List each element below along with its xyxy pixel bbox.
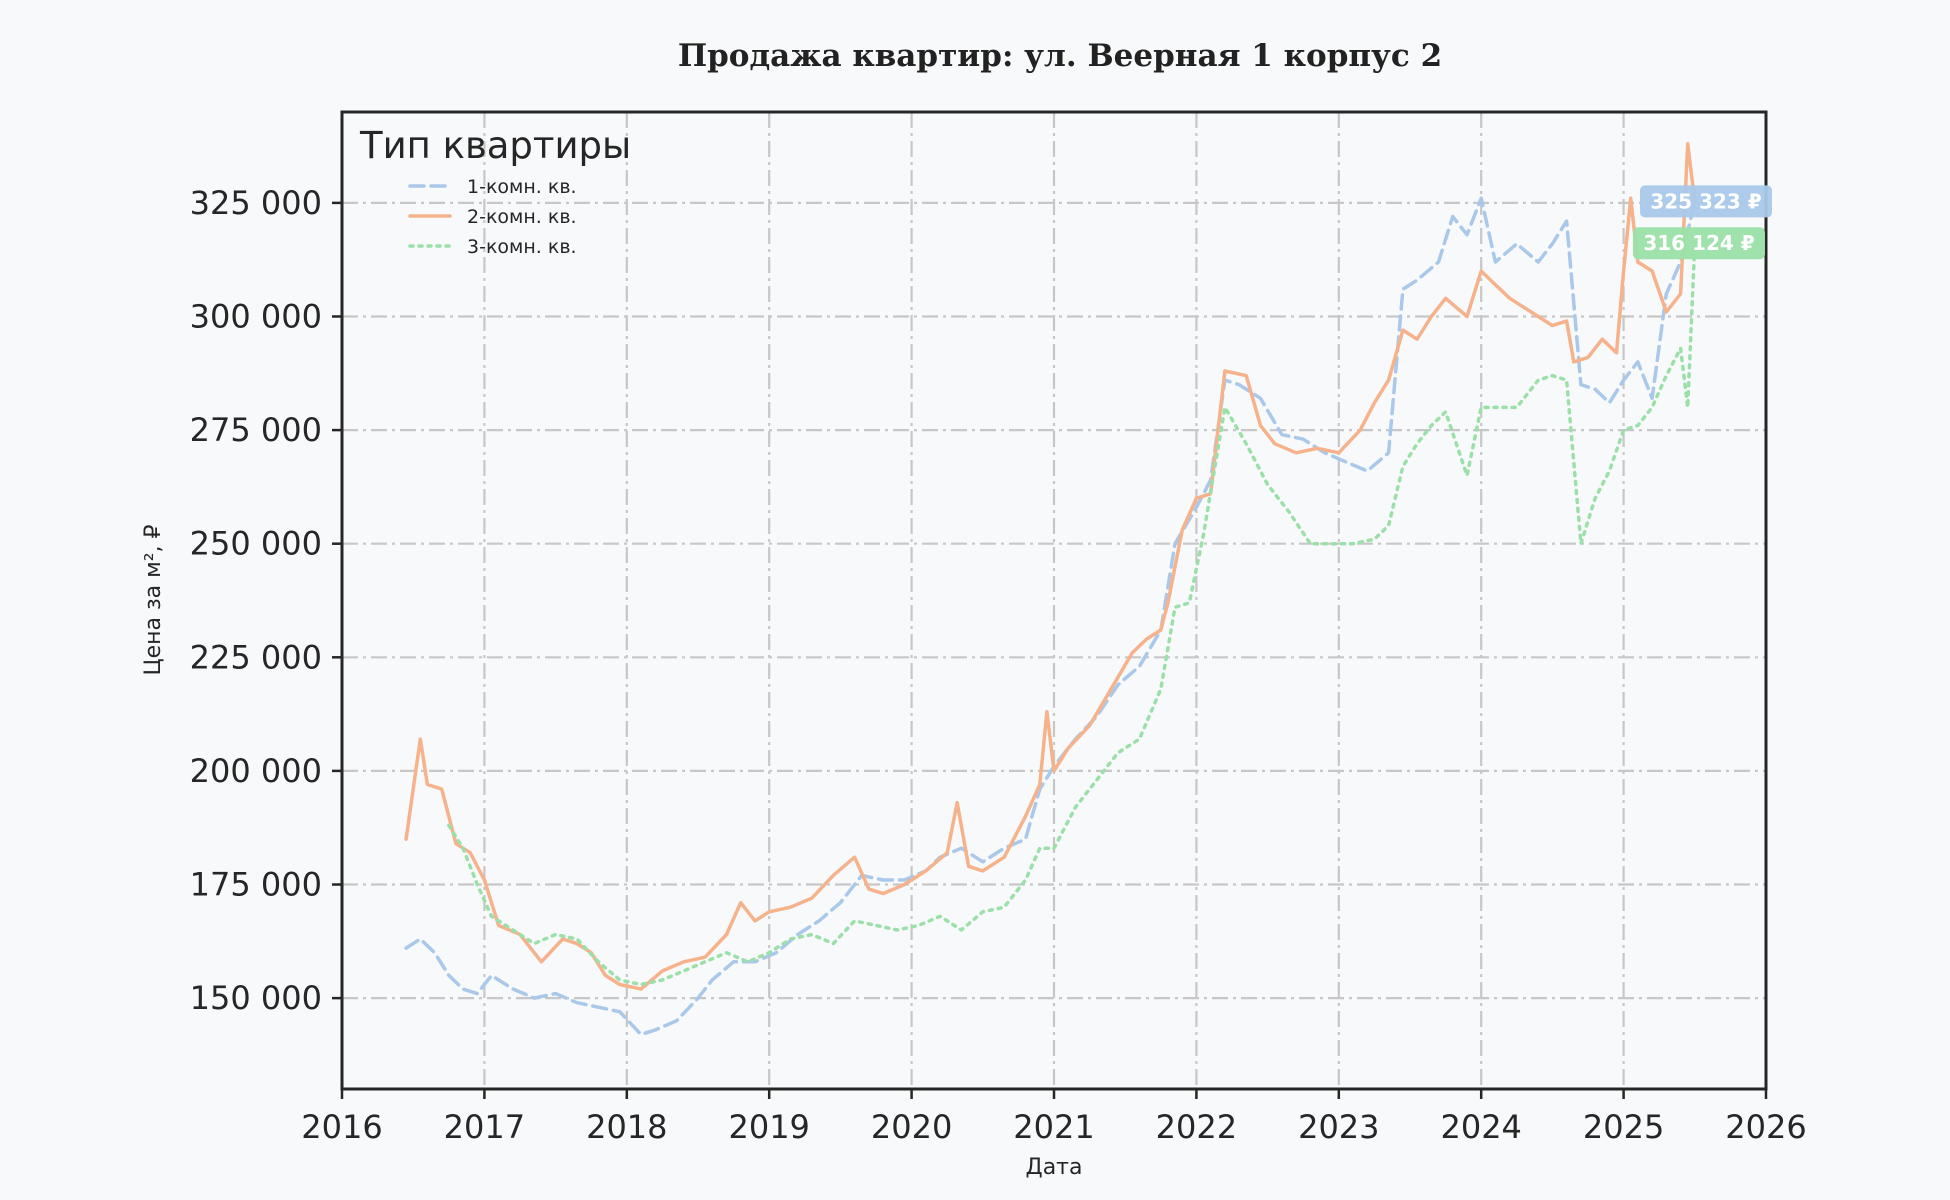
- legend-title: Тип квартиры: [359, 124, 631, 167]
- x-tick-label: 2021: [1013, 1108, 1094, 1146]
- value-badge-label: 325 323 ₽: [1650, 189, 1761, 213]
- chart-title: Продажа квартир: ул. Веерная 1 корпус 2: [678, 38, 1442, 74]
- legend: Тип квартиры 1-комн. кв. 2-комн. кв. 3-ком…: [359, 124, 631, 258]
- y-tick-label: 225 000: [190, 638, 322, 676]
- x-tick-label: 2023: [1298, 1108, 1379, 1146]
- series-lines: [404, 142, 1697, 1037]
- y-tick-label: 275 000: [190, 411, 322, 449]
- x-axis: 2016 2017 2018 2019 2020 2021 2022 2023 2024 2025…: [301, 1089, 1807, 1146]
- y-tick-label: 200 000: [190, 752, 322, 790]
- y-tick-label: 150 000: [190, 979, 322, 1017]
- x-tick-label: 2024: [1440, 1108, 1521, 1146]
- x-tick-label: 2020: [871, 1108, 952, 1146]
- x-tick-label: 2017: [444, 1108, 525, 1146]
- x-tick-label: 2022: [1156, 1108, 1237, 1146]
- series-line-3: [447, 241, 1697, 987]
- x-tick-label: 2025: [1583, 1108, 1664, 1146]
- y-tick-label: 300 000: [190, 297, 322, 335]
- x-tick-label: 2026: [1725, 1108, 1806, 1146]
- legend-item-label: 3-комн. кв.: [467, 236, 577, 258]
- x-tick-label: 2019: [728, 1108, 809, 1146]
- value-badge-label: 316 124 ₽: [1643, 231, 1754, 255]
- y-axis: 150 000 175 000 200 000 225 000 250 000 275 0…: [190, 184, 342, 1017]
- legend-item-label: 1-комн. кв.: [467, 176, 577, 198]
- x-axis-label: Дата: [1026, 1155, 1083, 1180]
- y-axis-label: Цена за м², ₽: [141, 524, 166, 675]
- end-value-badges: 325 323 ₽ 316 124 ₽: [1633, 185, 1772, 260]
- x-tick-label: 2018: [586, 1108, 667, 1146]
- y-tick-label: 250 000: [190, 525, 322, 563]
- x-tick-label: 2016: [301, 1108, 382, 1146]
- y-tick-label: 325 000: [190, 184, 322, 222]
- y-tick-label: 175 000: [190, 866, 322, 904]
- value-badge: [1633, 227, 1765, 260]
- series-line-2: [404, 142, 1697, 991]
- legend-item-label: 2-комн. кв.: [467, 206, 577, 228]
- value-badge: [1640, 185, 1772, 218]
